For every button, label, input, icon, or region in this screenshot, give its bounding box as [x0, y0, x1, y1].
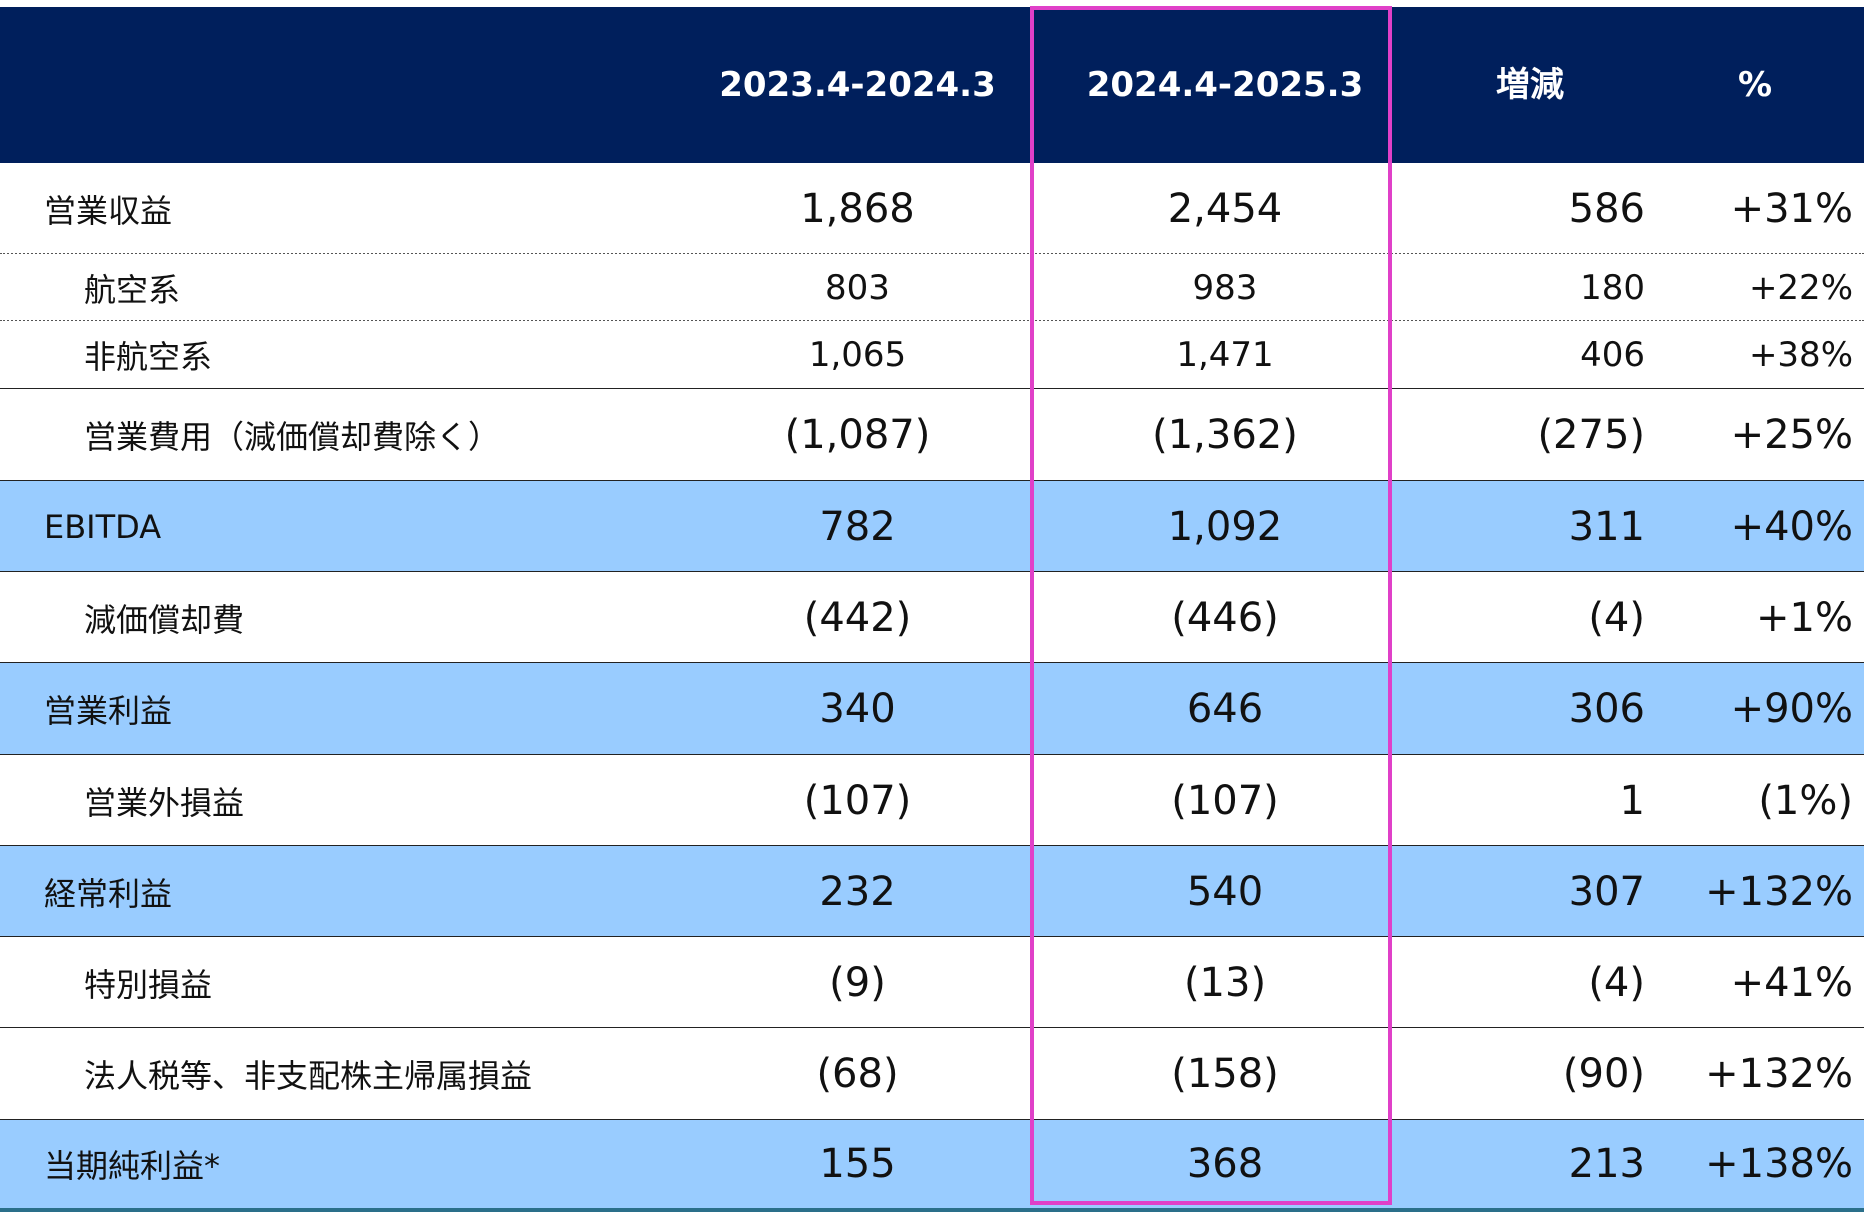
table-row: 航空系 803 983 180 +22%	[0, 254, 1864, 321]
value-fy2023: 782	[819, 503, 896, 550]
table-header-row: 2023.4-2024.3 2024.4-2025.3 増減 %	[0, 7, 1864, 163]
row-label: 航空系	[84, 270, 181, 309]
row-label: EBITDA	[44, 507, 162, 546]
row-label: 特別損益	[84, 965, 213, 1004]
value-fy2024: 646	[1186, 686, 1264, 732]
value-fy2024: (13)	[1183, 959, 1267, 1006]
table-row: 減価償却費 (442) (446) (4) +1%	[0, 572, 1864, 663]
value-fy2024: 540	[1186, 868, 1264, 915]
table-row: 営業利益 340 646 306 +90%	[0, 663, 1864, 755]
value-change: (4)	[1588, 959, 1645, 1006]
table-row: 当期純利益* 155 368 213 +138%	[0, 1120, 1864, 1208]
value-change: 306	[1568, 686, 1645, 732]
value-percent: +22%	[1748, 267, 1853, 308]
value-fy2024: (1,362)	[1152, 412, 1298, 458]
header-percent: %	[1737, 65, 1773, 105]
value-percent: (1%)	[1758, 777, 1853, 824]
value-fy2024: (158)	[1171, 1051, 1279, 1097]
value-change: (90)	[1562, 1051, 1645, 1097]
value-percent: +40%	[1730, 503, 1853, 550]
row-label: 経常利益	[44, 874, 173, 913]
value-fy2024: 1,471	[1176, 335, 1274, 375]
value-fy2024: 1,092	[1167, 503, 1283, 550]
header-fy2024: 2024.4-2025.3	[1086, 65, 1364, 105]
value-percent: +41%	[1730, 959, 1853, 1006]
row-label: 非航空系	[84, 338, 213, 376]
value-fy2023: 1,868	[800, 185, 915, 232]
value-change: 213	[1568, 1141, 1645, 1187]
value-percent: +25%	[1730, 412, 1853, 458]
header-label-column	[0, 7, 660, 163]
value-fy2024: 2,454	[1167, 185, 1283, 232]
table-row: 営業外損益 (107) (107) 1 (1%)	[0, 755, 1864, 846]
value-change: 311	[1568, 503, 1645, 550]
value-fy2023: (1,087)	[784, 412, 931, 458]
value-fy2023: 803	[825, 267, 890, 308]
row-label: 法人税等、非支配株主帰属損益	[84, 1057, 533, 1095]
value-fy2024: 983	[1192, 267, 1258, 308]
value-percent: +1%	[1756, 594, 1853, 641]
bottom-rule	[0, 1208, 1864, 1212]
value-fy2024: (446)	[1171, 594, 1279, 641]
value-fy2023: (68)	[816, 1051, 899, 1097]
header-change: 増減	[1496, 65, 1564, 105]
value-percent: +132%	[1705, 868, 1853, 915]
value-fy2023: (107)	[803, 777, 912, 824]
row-label: 営業収益	[44, 191, 173, 230]
value-fy2024: (107)	[1171, 777, 1279, 824]
value-percent: +90%	[1730, 686, 1853, 732]
value-fy2023: 340	[819, 686, 896, 732]
row-label: 営業利益	[44, 692, 173, 730]
table-row: 営業収益 1,868 2,454 586 +31%	[0, 163, 1864, 254]
value-percent: +31%	[1730, 185, 1853, 232]
value-change: 180	[1580, 267, 1645, 308]
header-fy2023: 2023.4-2024.3	[719, 65, 996, 105]
table-row: 経常利益 232 540 307 +132%	[0, 846, 1864, 937]
value-change: 1	[1619, 777, 1645, 824]
value-percent: +38%	[1748, 335, 1853, 375]
value-fy2023: 155	[819, 1141, 896, 1187]
value-change: (275)	[1537, 412, 1645, 458]
value-change: 307	[1568, 868, 1645, 915]
table-row: 法人税等、非支配株主帰属損益 (68) (158) (90) +132%	[0, 1028, 1864, 1120]
table-row: EBITDA 782 1,092 311 +40%	[0, 481, 1864, 572]
table-row: 非航空系 1,065 1,471 406 +38%	[0, 321, 1864, 389]
value-change: (4)	[1588, 594, 1645, 641]
row-label: 営業外損益	[84, 783, 245, 822]
row-label: 減価償却費	[84, 600, 245, 639]
value-fy2023: 1,065	[808, 335, 907, 375]
value-change: 586	[1568, 185, 1645, 232]
table-row: 営業費用（減価償却費除く） (1,087) (1,362) (275) +25%	[0, 389, 1864, 481]
value-fy2023: 232	[819, 868, 896, 915]
value-fy2023: (442)	[803, 594, 912, 641]
value-percent: +138%	[1705, 1141, 1853, 1187]
row-label: 営業費用（減価償却費除く）	[84, 418, 501, 456]
value-fy2023: (9)	[829, 959, 886, 1006]
table-row: 特別損益 (9) (13) (4) +41%	[0, 937, 1864, 1028]
row-label: 当期純利益*	[44, 1147, 221, 1185]
value-percent: +132%	[1705, 1051, 1853, 1097]
value-fy2024: 368	[1186, 1141, 1264, 1187]
value-change: 406	[1580, 335, 1645, 375]
